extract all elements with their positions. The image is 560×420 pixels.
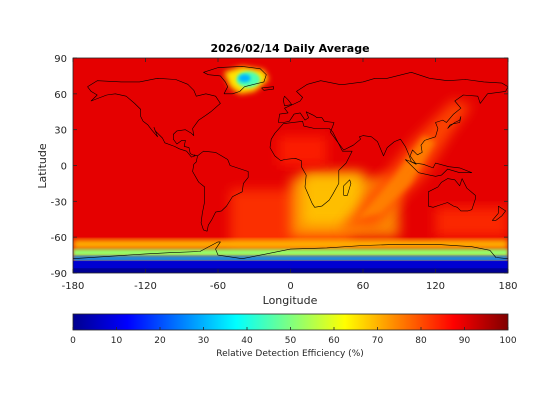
region-streak-core [356,135,436,220]
band-southern-70 [73,239,508,250]
x-tick-label: 60 [357,281,370,292]
y-tick-label: 90 [54,54,67,65]
y-axis-label: Latitude [36,143,49,189]
coastline-indonesia [405,159,473,177]
coastline-africa [269,121,353,208]
coastline-south-america [192,150,249,232]
colorbar-tick-label: 10 [111,336,123,346]
coastline-australia [427,178,476,212]
colorbar-label: Relative Detection Efficiency (%) [216,349,364,359]
y-tick-label: 30 [54,126,67,137]
colorbar [73,314,508,330]
x-axis: -180 -120 -60 0 60 120 180 [62,58,518,292]
band-southern-30 [73,256,508,262]
colorbar-tick-label: 20 [154,336,166,346]
band-antarctica [73,261,508,273]
x-tick-label: 120 [426,281,445,292]
coastline-madagascar [343,179,352,196]
colorbar-tick-label: 0 [70,336,76,346]
colorbar-tick-label: 100 [499,336,516,346]
y-tick-label: 0 [61,162,67,173]
colorbar-ticks: 0 10 20 30 40 50 60 70 80 90 100 [70,327,517,346]
coastline-japan [447,116,462,129]
coastlines [73,66,508,260]
y-tick-label: -30 [51,197,67,208]
x-axis-label: Longitude [263,294,318,307]
chart-title: 2026/02/14 Daily Average [210,42,369,55]
coastline-antarctica [73,241,508,260]
colorbar-tick-label: 50 [285,336,297,346]
coastline-greenland [203,66,267,95]
colorbar-tick-label: 70 [372,336,384,346]
coastline-new-zealand [491,205,506,221]
x-tick-label: -180 [62,281,85,292]
colorbar-tick-label: 90 [459,336,471,346]
y-tick-label: -60 [51,233,67,244]
x-tick-label: -60 [210,281,226,292]
x-tick-label: 180 [498,281,517,292]
coastline-uk [282,95,293,107]
colorbar-tick-label: 40 [241,336,253,346]
colorbar-tick-label: 60 [328,336,340,346]
coastline-europe-asia [278,72,508,165]
region-soft-3 [278,135,327,166]
greenland-center [238,74,251,83]
coastline-north-america [87,78,221,158]
coastline-iceland [261,86,274,91]
y-tick-label: 60 [54,90,67,101]
region-soft-4 [435,207,508,238]
y-axis: 90 60 30 0 -30 -60 -90 [51,54,508,280]
heatmap-field [73,58,508,273]
band-southern-50 [73,249,508,257]
x-tick-label: -120 [134,281,157,292]
colorbar-tick-label: 80 [415,336,427,346]
y-tick-label: -90 [51,269,67,280]
colorbar-tick-label: 30 [198,336,210,346]
x-tick-label: 0 [287,281,293,292]
